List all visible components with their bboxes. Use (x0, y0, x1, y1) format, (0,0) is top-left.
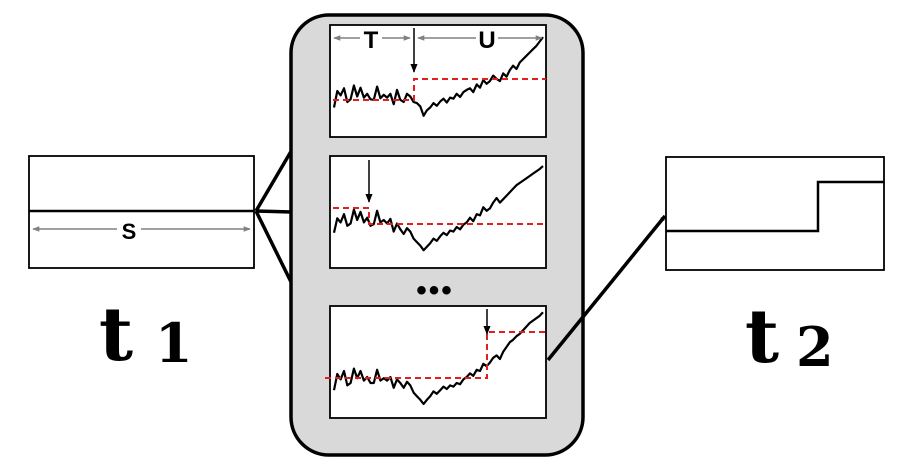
t2-label: t (745, 294, 779, 380)
u-label-bg (476, 26, 498, 50)
ellipsis: ••• (416, 274, 454, 307)
t1-label: t (99, 292, 133, 378)
s-label-bg (117, 217, 141, 241)
candidate-box-2 (329, 155, 547, 269)
output-step-line (666, 180, 884, 233)
threshold-step-1 (333, 78, 546, 101)
output-box (665, 156, 885, 271)
candidate-box-n (329, 305, 547, 419)
arrow-to-output (546, 214, 667, 362)
candidate-plot-2 (329, 155, 547, 269)
threshold-step-2 (333, 207, 546, 225)
signal-curve-2 (332, 165, 544, 252)
output-signal-t2 (665, 156, 885, 271)
t1-subscript: 1 (155, 311, 193, 375)
t2-subscript: 2 (796, 315, 834, 379)
candidate-plot-n (325, 305, 547, 419)
u-label: U (478, 27, 495, 54)
threshold-step-n (325, 331, 546, 379)
t-label: T (364, 27, 379, 54)
signal-curve-1 (332, 36, 544, 117)
s-label: S (122, 219, 137, 244)
signal-curve-n (332, 311, 544, 406)
candidate-plot-1: T U (329, 24, 547, 138)
input-signal-t1: S (28, 155, 255, 269)
t-label-bg (360, 26, 382, 50)
